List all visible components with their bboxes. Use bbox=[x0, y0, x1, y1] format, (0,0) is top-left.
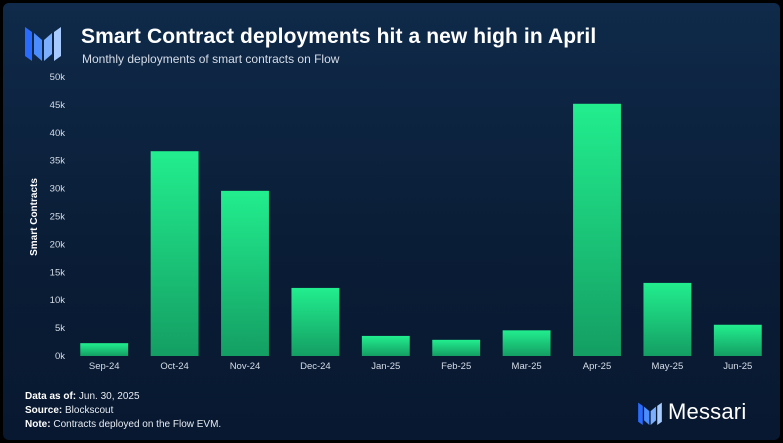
source-value: Blockscout bbox=[65, 405, 114, 416]
y-tick-label: 25k bbox=[50, 212, 66, 223]
y-tick-label: 35k bbox=[50, 156, 66, 167]
y-axis-label: Smart Contracts bbox=[29, 178, 40, 256]
data-as-of-label: Data as of: bbox=[25, 391, 77, 402]
x-tick-label: Mar-25 bbox=[512, 361, 542, 372]
x-tick-label: Apr-25 bbox=[583, 361, 612, 372]
data-as-of-value: Jun. 30, 2025 bbox=[78, 391, 140, 402]
bar-may-25 bbox=[643, 282, 692, 356]
brand-name: Messari bbox=[668, 399, 747, 424]
bar-oct-24 bbox=[150, 151, 199, 356]
x-tick-label: Feb-25 bbox=[441, 361, 471, 372]
x-tick-label: Sep-24 bbox=[89, 361, 120, 372]
footer-source: Source: Blockscout bbox=[25, 405, 113, 416]
x-tick-label: Oct-24 bbox=[160, 361, 189, 372]
x-tick-label: Jun-25 bbox=[723, 361, 752, 372]
bar-jun-25 bbox=[713, 324, 762, 356]
y-tick-label: 15k bbox=[50, 267, 66, 278]
chart-card: Smart Contract deployments hit a new hig… bbox=[3, 3, 780, 440]
y-tick-label: 10k bbox=[50, 295, 66, 306]
bar-apr-25 bbox=[573, 103, 621, 356]
y-tick-label: 50k bbox=[50, 72, 66, 83]
note-value: Contracts deployed on the Flow EVM. bbox=[53, 419, 222, 430]
y-tick-label: 30k bbox=[50, 184, 66, 195]
y-tick-label: 5k bbox=[55, 323, 65, 334]
source-label: Source: bbox=[25, 405, 63, 416]
footer-data-as-of: Data as of: Jun. 30, 2025 bbox=[25, 391, 140, 402]
footer-note: Note: Contracts deployed on the Flow EVM… bbox=[25, 419, 221, 430]
bar-mar-25 bbox=[502, 330, 551, 356]
messari-logo-icon bbox=[25, 27, 61, 61]
note-label: Note: bbox=[25, 419, 51, 430]
messari-brand: Messari bbox=[638, 396, 768, 426]
y-tick-label: 45k bbox=[50, 100, 66, 111]
bar-feb-25 bbox=[432, 339, 481, 356]
bar-jan-25 bbox=[361, 335, 410, 356]
x-tick-label: Dec-24 bbox=[300, 361, 331, 372]
bar-chart: 0k 5k 10k 15k 20k 25k 30k 35k 40k 45k 50k Sep-24 Oc… bbox=[29, 72, 762, 372]
messari-brand-icon bbox=[638, 402, 662, 425]
x-tick-label: Nov-24 bbox=[230, 361, 261, 372]
bar-sep-24 bbox=[80, 343, 129, 356]
x-tick-label: May-25 bbox=[652, 361, 684, 372]
chart-title: Smart Contract deployments hit a new hig… bbox=[81, 25, 597, 48]
y-tick-label: 40k bbox=[50, 128, 66, 139]
y-tick-label: 0k bbox=[55, 351, 65, 362]
y-tick-label: 20k bbox=[50, 239, 66, 250]
bar-nov-24 bbox=[221, 190, 269, 356]
x-tick-label: Jan-25 bbox=[371, 361, 400, 372]
bar-dec-24 bbox=[291, 287, 340, 356]
chart-subtitle: Monthly deployments of smart contracts o… bbox=[82, 52, 340, 66]
